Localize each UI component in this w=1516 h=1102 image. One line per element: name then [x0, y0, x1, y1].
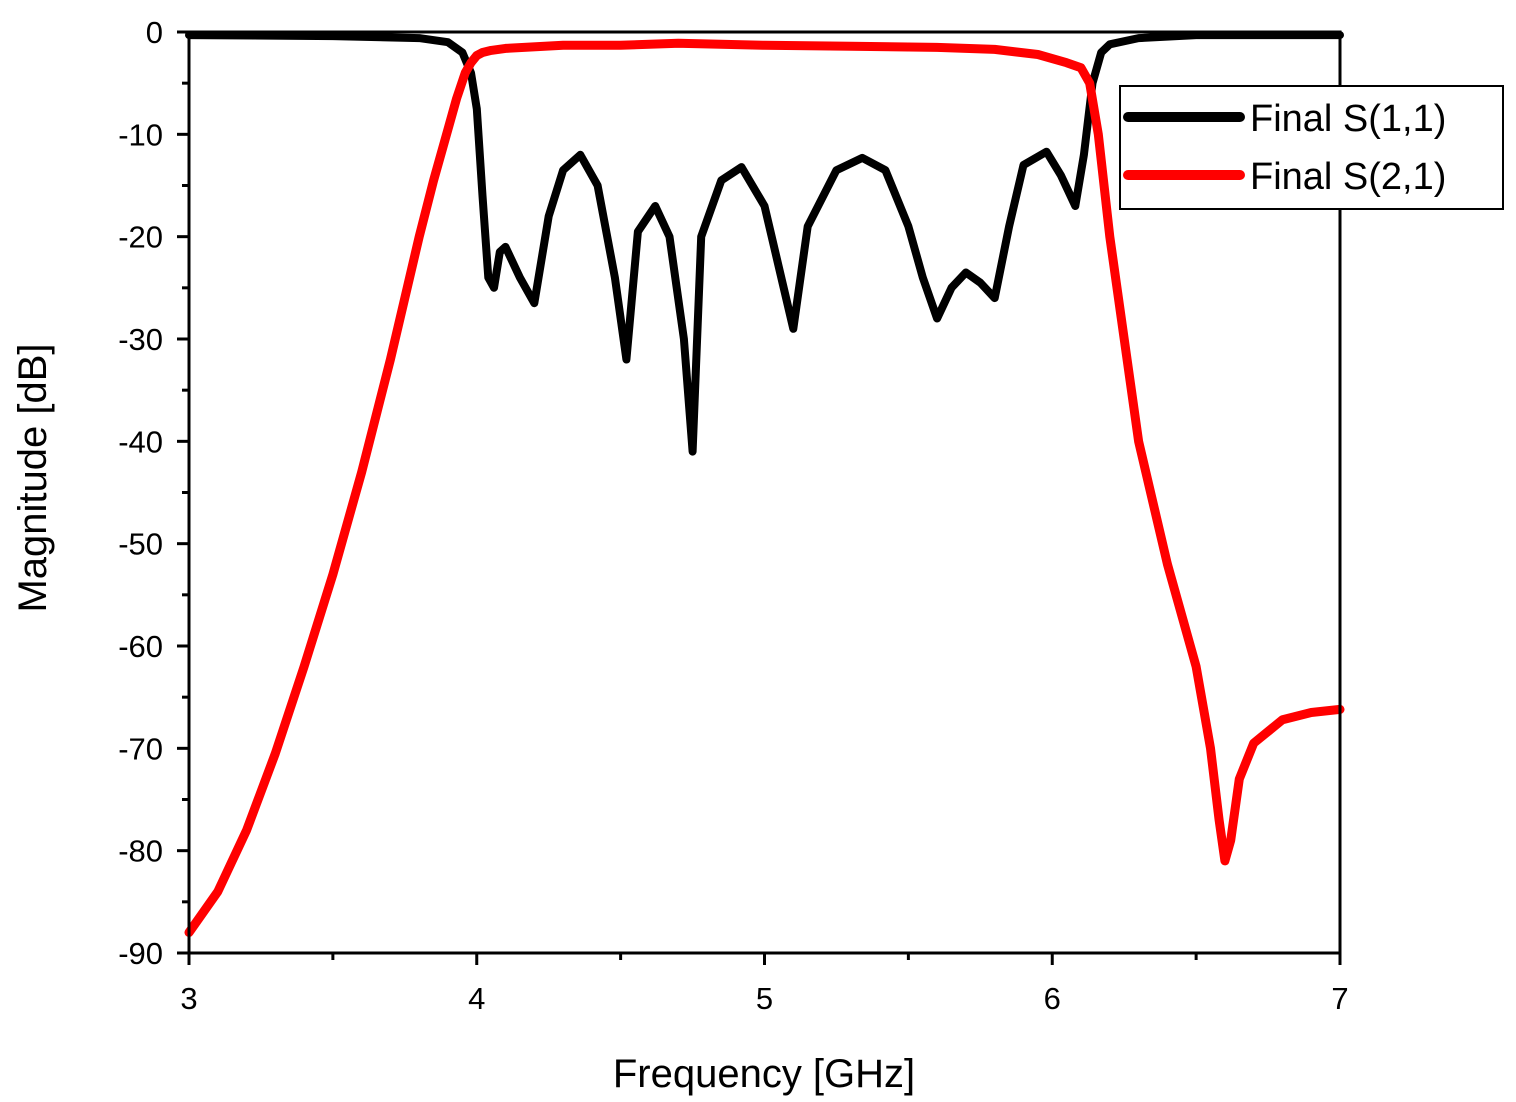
y-tick-label: 0: [146, 15, 163, 50]
y-tick-label: -70: [118, 731, 163, 766]
y-tick-label: -30: [118, 322, 163, 357]
y-tick-label: -60: [118, 629, 163, 664]
series-s11-line: [185, 31, 1344, 456]
y-tick-label: -80: [118, 834, 163, 869]
x-tick-label: 4: [468, 981, 485, 1016]
legend-label-s21: Final S(2,1): [1250, 156, 1446, 198]
x-tick-label: 6: [1044, 981, 1061, 1016]
plot-lines: [184, 31, 1345, 937]
legend-box: [1119, 85, 1504, 210]
y-axis-title: Magnitude [dB]: [11, 343, 55, 612]
y-tick-label: -90: [118, 936, 163, 971]
x-tick-label: 5: [756, 981, 773, 1016]
series-s21-line: [184, 38, 1345, 937]
y-tick-label: -20: [118, 220, 163, 255]
y-tick-label: -40: [118, 424, 163, 459]
legend-label-s11: Final S(1,1): [1250, 98, 1446, 140]
y-tick-label: -10: [118, 117, 163, 152]
x-tick-label: 3: [180, 981, 197, 1016]
tick-labels: 3 4 5 6 7 0 -10 -20 -30 -40 -50 -60 -70 -80 -90: [118, 15, 1348, 1016]
legend: Final S(1,1) Final S(2,1): [1119, 85, 1504, 210]
axis-ticks: [177, 30, 1342, 965]
x-axis-title: Frequency [GHz]: [613, 1052, 915, 1096]
x-tick-label: 7: [1331, 981, 1348, 1016]
y-tick-label: -50: [118, 527, 163, 562]
